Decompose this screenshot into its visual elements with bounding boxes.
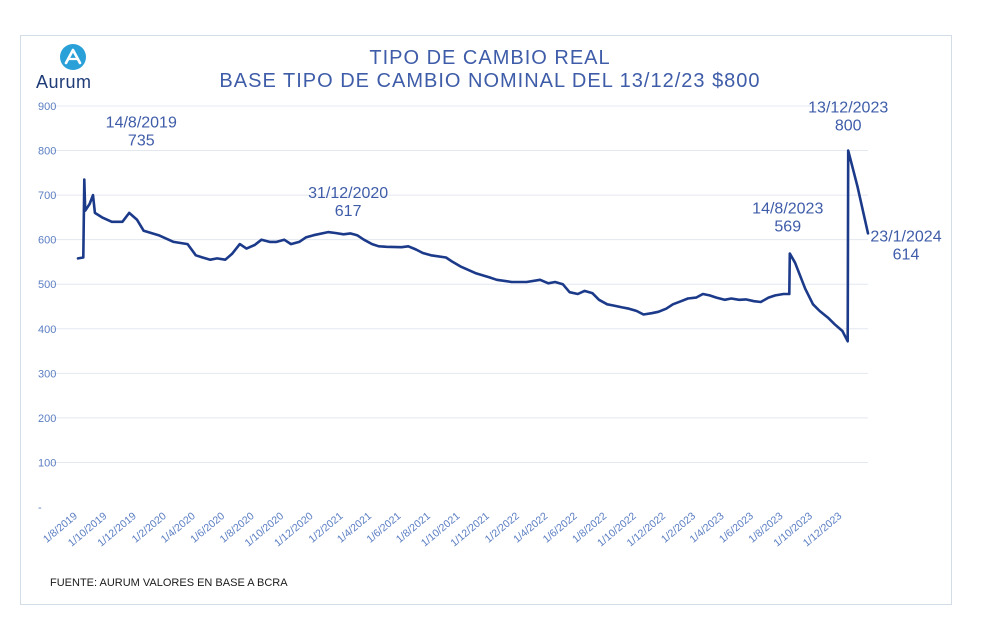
- y-tick-label: 600: [38, 235, 56, 247]
- brand-logo: Aurum: [36, 42, 116, 92]
- annotation-date: 23/1/2024: [870, 228, 941, 245]
- annotation-value: 735: [128, 133, 155, 150]
- chart-subtitle: BASE TIPO DE CAMBIO NOMINAL DEL 13/12/23…: [219, 70, 761, 92]
- y-tick-label: -: [38, 502, 42, 514]
- series-line: [76, 149, 870, 343]
- y-tick-label: 100: [38, 457, 56, 469]
- annotation-date: 14/8/2019: [106, 115, 177, 132]
- y-tick-label: 300: [38, 368, 56, 380]
- annotation-value: 614: [893, 246, 920, 263]
- brand-name: Aurum: [36, 72, 92, 92]
- annotation-value: 569: [774, 218, 801, 235]
- chart-frame: [20, 35, 952, 605]
- y-tick-label: 200: [38, 413, 56, 425]
- annotation-date: 31/12/2020: [308, 185, 388, 202]
- y-tick-label: 700: [38, 190, 56, 202]
- annotation-date: 14/8/2023: [752, 200, 823, 217]
- aurum-logo-icon: [60, 44, 86, 70]
- y-tick-label: 400: [38, 324, 56, 336]
- y-tick-label: 800: [38, 146, 56, 158]
- annotation-date: 13/12/2023: [808, 100, 888, 117]
- y-tick-label: 500: [38, 279, 56, 291]
- source-note: FUENTE: AURUM VALORES EN BASE A BCRA: [50, 577, 288, 589]
- annotation-value: 800: [835, 118, 862, 135]
- annotation-value: 617: [335, 203, 362, 220]
- chart-title: TIPO DE CAMBIO REAL: [369, 47, 611, 69]
- y-tick-label: 900: [38, 101, 56, 113]
